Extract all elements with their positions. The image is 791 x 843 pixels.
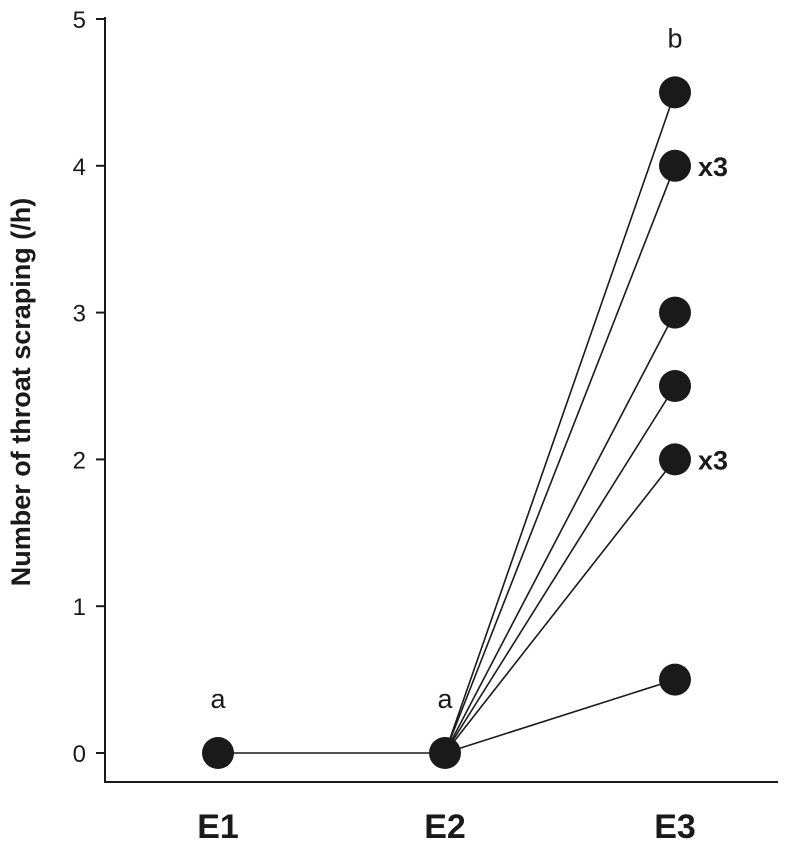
- y-axis-title: Number of throat scraping (/h): [6, 198, 36, 587]
- data-point: [659, 443, 691, 476]
- axes: [104, 17, 778, 783]
- data-point: [659, 370, 691, 402]
- x-category-labels: E1 E2 E3: [197, 808, 696, 843]
- connection-line: [444, 385, 676, 754]
- y-tick-label: 1: [73, 594, 86, 621]
- connection-line: [444, 458, 676, 754]
- connection-line: [444, 678, 676, 754]
- data-point: [659, 76, 691, 109]
- data-point: [659, 149, 691, 182]
- y-tick-label: 3: [73, 301, 86, 328]
- data-point: [202, 737, 234, 769]
- connection-line: [444, 165, 676, 754]
- multiplier-label: x3: [698, 445, 728, 475]
- x-category-label: E1: [197, 808, 239, 843]
- multiplier-labels: x3 x3: [698, 152, 728, 476]
- y-tick-label: 0: [73, 741, 86, 768]
- y-tick-label: 2: [73, 447, 86, 474]
- x-category-label: E3: [654, 808, 696, 843]
- data-point: [659, 296, 691, 329]
- data-points: [202, 76, 691, 769]
- y-ticks: 0 1 2 3 4 5: [73, 7, 105, 768]
- significance-letter: a: [437, 684, 453, 714]
- y-tick-label: 5: [73, 7, 86, 34]
- connection-line: [444, 92, 676, 754]
- connection-line: [444, 312, 676, 754]
- data-point: [429, 737, 461, 769]
- significance-letter: b: [667, 23, 682, 53]
- multiplier-label: x3: [698, 152, 728, 182]
- data-point: [659, 663, 691, 696]
- significance-labels: a a b: [210, 23, 682, 714]
- connection-lines: [218, 92, 676, 754]
- y-tick-label: 4: [73, 154, 86, 181]
- x-category-label: E2: [424, 808, 466, 843]
- significance-letter: a: [210, 684, 226, 714]
